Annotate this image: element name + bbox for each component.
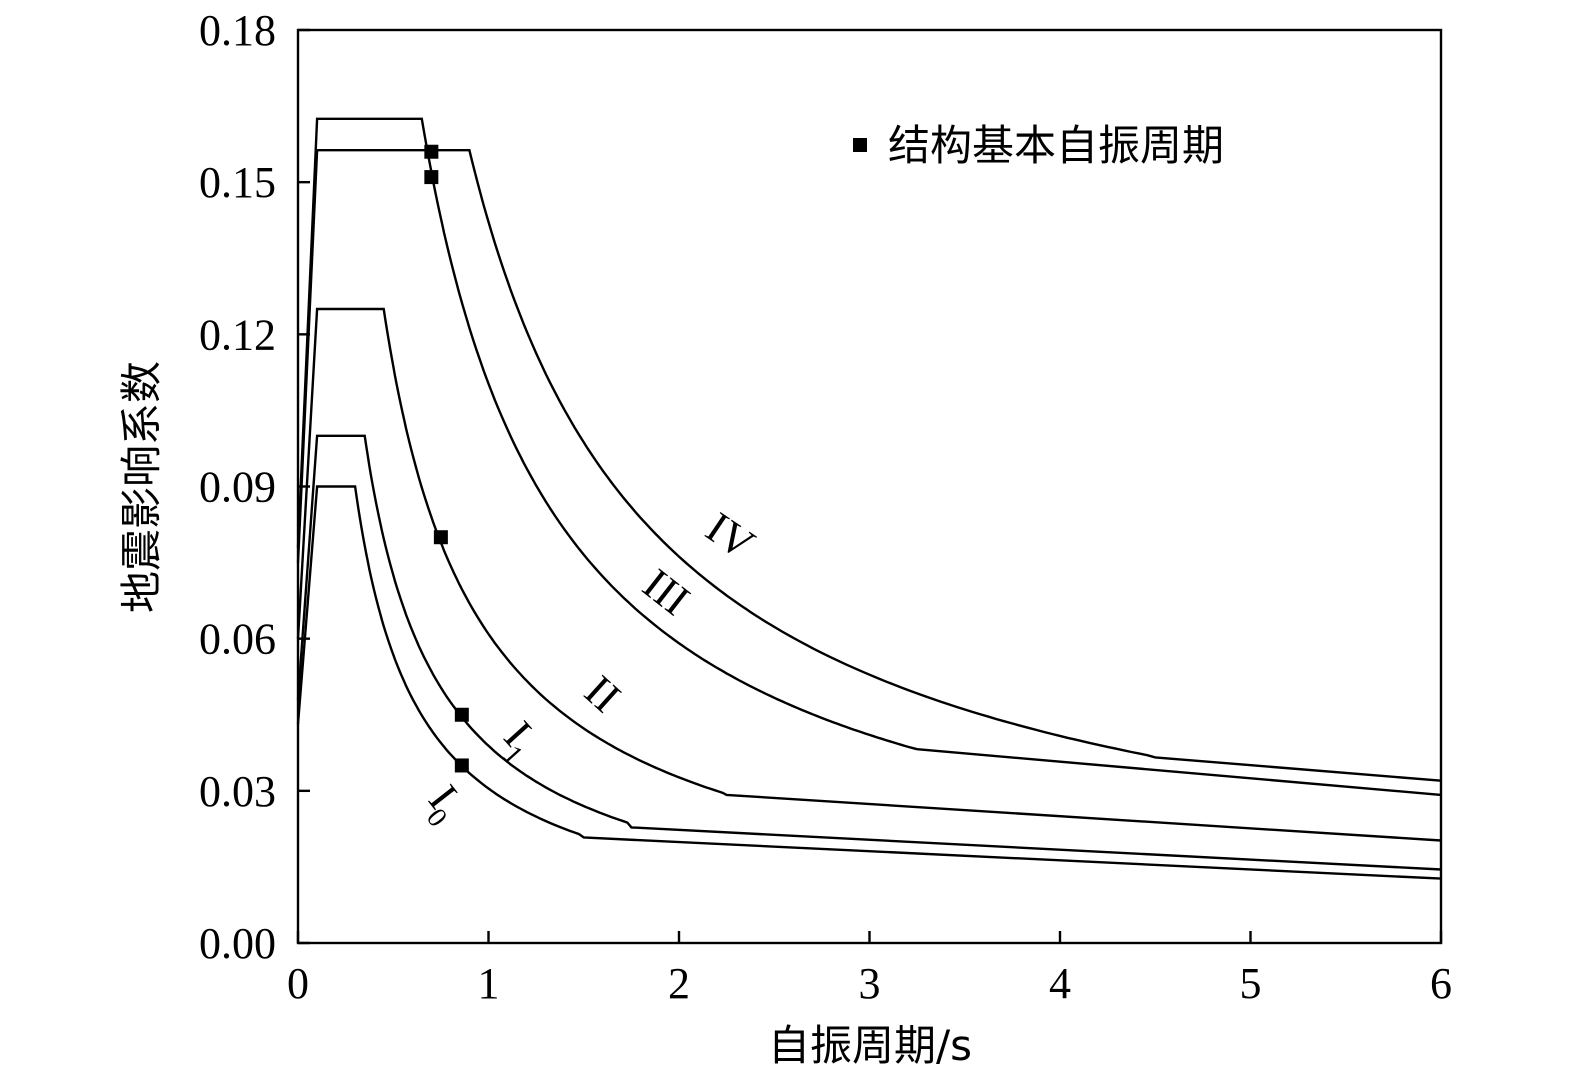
legend: 结构基本自振周期 bbox=[853, 121, 1224, 170]
legend-marker bbox=[853, 138, 867, 152]
series-line-I1 bbox=[296, 434, 1442, 871]
series-group bbox=[296, 117, 1442, 880]
y-tick-label: 0.18 bbox=[199, 6, 276, 55]
x-axis-ticks: 0 1 2 3 4 5 6 bbox=[287, 931, 1452, 1008]
y-tick-label: 0.03 bbox=[199, 767, 276, 816]
y-tick-label: 0.09 bbox=[199, 463, 276, 512]
y-tick-label: 0.12 bbox=[199, 310, 276, 359]
x-tick-label: 3 bbox=[859, 959, 881, 1008]
x-tick-label: 2 bbox=[668, 959, 690, 1008]
fundamental-period-markers bbox=[424, 144, 469, 773]
x-tick-label: 4 bbox=[1049, 959, 1071, 1008]
series-line-I0 bbox=[296, 485, 1442, 880]
curve-label-I1: I1 bbox=[495, 712, 541, 771]
fundamental-period-marker bbox=[454, 758, 469, 773]
x-axis-title: 自振周期/s bbox=[768, 1021, 972, 1070]
y-axis-ticks: 0.00 0.03 0.06 0.09 0.12 0.15 0.18 bbox=[199, 6, 310, 968]
fundamental-period-marker bbox=[433, 530, 448, 545]
series-line-II bbox=[296, 307, 1442, 842]
y-tick-label: 0.15 bbox=[199, 158, 276, 207]
x-tick-label: 1 bbox=[478, 959, 500, 1008]
fundamental-period-marker bbox=[454, 707, 469, 722]
y-axis-title: 地震影响系数 bbox=[117, 361, 166, 613]
x-tick-label: 5 bbox=[1240, 959, 1262, 1008]
curve-label-I0: I0 bbox=[419, 776, 467, 833]
curve-label-II: II bbox=[575, 666, 630, 722]
y-tick-label: 0.00 bbox=[199, 919, 276, 968]
series-line-IV bbox=[296, 148, 1442, 782]
series-line-III bbox=[296, 117, 1442, 797]
curve-label-main: IV bbox=[697, 503, 763, 570]
plot-frame bbox=[296, 28, 1443, 945]
y-tick-label: 0.06 bbox=[199, 615, 276, 664]
fundamental-period-marker bbox=[424, 170, 439, 185]
x-tick-label: 6 bbox=[1430, 959, 1452, 1008]
curve-label-main: II bbox=[575, 666, 630, 722]
curve-label-IV: IV bbox=[697, 503, 763, 570]
legend-label: 结构基本自振周期 bbox=[888, 121, 1224, 170]
fundamental-period-marker bbox=[424, 144, 439, 159]
x-tick-label: 0 bbox=[287, 959, 309, 1008]
